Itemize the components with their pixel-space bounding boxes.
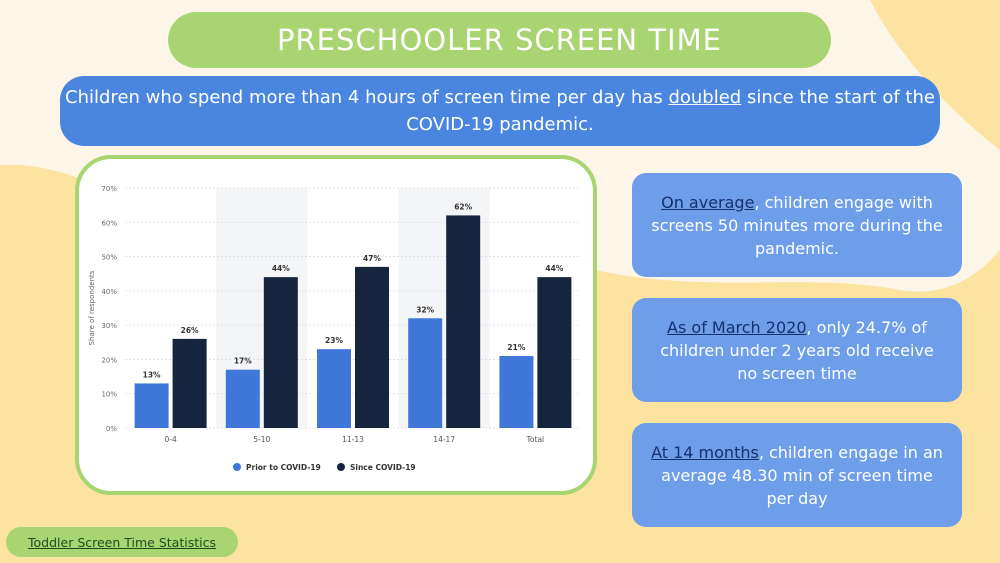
bar — [446, 215, 481, 428]
data-label: 62% — [454, 202, 472, 211]
y-tick-label: 10% — [101, 391, 117, 399]
data-label: 26% — [181, 326, 199, 335]
bar — [499, 356, 534, 428]
bar — [263, 277, 298, 428]
banner-text-before: Children who spend more than 4 hours of … — [65, 87, 669, 108]
bar-chart: 0% 10% 20% 30% 40% 50% 60% 70% Share of responde… — [88, 185, 581, 472]
bar — [537, 277, 572, 428]
page-title: PRESCHOOLER SCREEN TIME — [168, 12, 831, 68]
x-tick-label: Total — [526, 435, 545, 444]
y-axis-label: Share of respondents — [88, 270, 96, 345]
fact-lead: As of March 2020 — [667, 317, 807, 337]
fact-text: , only 24.7% of children under 2 years o… — [660, 317, 934, 383]
data-label: 23% — [325, 336, 343, 345]
y-tick-label: 50% — [101, 254, 117, 262]
legend-marker — [337, 463, 345, 471]
bar — [134, 383, 169, 428]
bar — [355, 266, 389, 428]
banner-text-after: since the start of the COVID-19 pandemic… — [406, 87, 935, 135]
legend-label: Since COVID-19 — [350, 463, 416, 472]
chart-card: 0% 10% 20% 30% 40% 50% 60% 70% Share of responde… — [75, 155, 597, 495]
legend-label: Prior to COVID-19 — [246, 463, 321, 472]
fact-card-march-2020: As of March 2020, only 24.7% of children… — [632, 298, 962, 402]
data-label: 13% — [143, 370, 161, 379]
y-tick-label: 70% — [101, 185, 117, 193]
x-tick-label: 5-10 — [253, 435, 270, 444]
bar — [225, 369, 260, 428]
bar — [172, 338, 207, 428]
x-tick-label: 14-17 — [433, 435, 455, 444]
source-link[interactable]: Toddler Screen Time Statistics — [6, 527, 238, 557]
data-label: 21% — [507, 343, 525, 352]
y-tick-label: 60% — [101, 219, 117, 227]
banner-emphasis: doubled — [668, 87, 742, 108]
bar — [408, 318, 443, 428]
data-label: 17% — [234, 357, 252, 366]
y-tick-label: 30% — [101, 322, 117, 330]
y-tick-label: 20% — [101, 356, 117, 364]
x-tick-label: 11-13 — [342, 435, 364, 444]
fact-text: , children engage with screens 50 minute… — [651, 192, 943, 258]
x-tick-label: 0-4 — [164, 435, 176, 444]
legend-marker — [233, 463, 241, 471]
fact-lead: On average — [661, 192, 755, 212]
data-label: 32% — [416, 305, 434, 314]
data-label: 47% — [363, 254, 381, 263]
fact-text: , children engage in an average 48.30 mi… — [661, 442, 943, 508]
bar — [317, 349, 351, 428]
fact-lead: At 14 months — [651, 442, 759, 462]
headline-banner: Children who spend more than 4 hours of … — [60, 76, 940, 146]
fact-card-14-months: At 14 months, children engage in an aver… — [632, 423, 962, 527]
y-tick-label: 0% — [106, 425, 117, 433]
data-label: 44% — [545, 264, 563, 273]
y-tick-label: 40% — [101, 288, 117, 296]
fact-card-average: On average, children engage with screens… — [632, 173, 962, 277]
data-label: 44% — [272, 264, 290, 273]
